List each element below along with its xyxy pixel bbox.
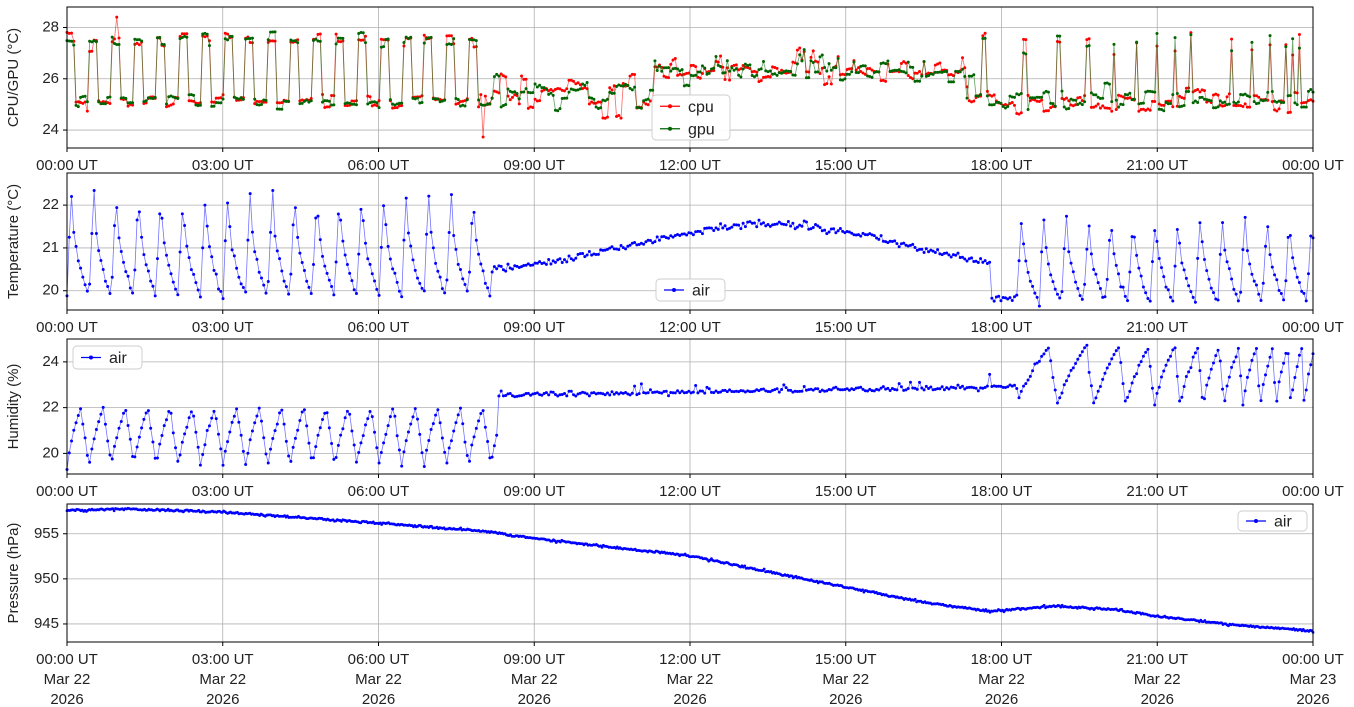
- svg-text:Mar 22: Mar 22: [1134, 671, 1181, 688]
- svg-text:03:00 UT: 03:00 UT: [192, 651, 254, 668]
- svg-text:2026: 2026: [518, 691, 551, 707]
- svg-text:Mar 22: Mar 22: [355, 671, 402, 688]
- svg-text:24: 24: [42, 353, 59, 370]
- svg-text:Mar 23: Mar 23: [1290, 671, 1337, 688]
- svg-text:air: air: [1274, 514, 1292, 531]
- svg-text:00:00 UT: 00:00 UT: [1282, 483, 1344, 500]
- svg-text:00:00 UT: 00:00 UT: [1282, 319, 1344, 336]
- svg-text:Pressure (hPa): Pressure (hPa): [5, 523, 22, 624]
- svg-text:12:00 UT: 12:00 UT: [659, 157, 721, 174]
- svg-text:09:00 UT: 09:00 UT: [503, 319, 565, 336]
- svg-text:Mar 22: Mar 22: [199, 671, 246, 688]
- svg-text:03:00 UT: 03:00 UT: [192, 483, 254, 500]
- svg-text:18:00 UT: 18:00 UT: [971, 651, 1033, 668]
- svg-text:2026: 2026: [362, 691, 395, 707]
- svg-text:21:00 UT: 21:00 UT: [1126, 651, 1188, 668]
- svg-text:20: 20: [42, 444, 59, 461]
- svg-text:Mar 22: Mar 22: [667, 671, 714, 688]
- svg-text:air: air: [692, 283, 710, 300]
- svg-text:21:00 UT: 21:00 UT: [1126, 319, 1188, 336]
- svg-text:2026: 2026: [1141, 691, 1174, 707]
- svg-text:2026: 2026: [50, 691, 83, 707]
- svg-text:21: 21: [42, 239, 59, 256]
- svg-text:15:00 UT: 15:00 UT: [815, 319, 877, 336]
- svg-text:09:00 UT: 09:00 UT: [503, 651, 565, 668]
- svg-text:06:00 UT: 06:00 UT: [348, 483, 410, 500]
- svg-text:18:00 UT: 18:00 UT: [971, 483, 1033, 500]
- svg-text:950: 950: [34, 570, 59, 587]
- svg-text:20: 20: [42, 282, 59, 299]
- svg-text:03:00 UT: 03:00 UT: [192, 157, 254, 174]
- svg-text:15:00 UT: 15:00 UT: [815, 651, 877, 668]
- svg-text:12:00 UT: 12:00 UT: [659, 651, 721, 668]
- svg-text:21:00 UT: 21:00 UT: [1126, 157, 1188, 174]
- svg-text:18:00 UT: 18:00 UT: [971, 157, 1033, 174]
- svg-text:09:00 UT: 09:00 UT: [503, 157, 565, 174]
- svg-text:Mar 22: Mar 22: [511, 671, 558, 688]
- svg-text:2026: 2026: [673, 691, 706, 707]
- svg-text:15:00 UT: 15:00 UT: [815, 157, 877, 174]
- svg-text:2026: 2026: [829, 691, 862, 707]
- svg-text:2026: 2026: [1296, 691, 1329, 707]
- svg-text:12:00 UT: 12:00 UT: [659, 483, 721, 500]
- svg-text:Temperature (°C): Temperature (°C): [5, 184, 22, 299]
- svg-text:18:00 UT: 18:00 UT: [971, 319, 1033, 336]
- svg-text:06:00 UT: 06:00 UT: [348, 651, 410, 668]
- svg-text:2026: 2026: [206, 691, 239, 707]
- svg-text:955: 955: [34, 525, 59, 542]
- svg-text:28: 28: [42, 19, 59, 36]
- svg-text:03:00 UT: 03:00 UT: [192, 319, 254, 336]
- svg-text:00:00 UT: 00:00 UT: [36, 319, 98, 336]
- svg-text:21:00 UT: 21:00 UT: [1126, 483, 1188, 500]
- svg-text:26: 26: [42, 70, 59, 87]
- svg-text:gpu: gpu: [688, 121, 715, 138]
- svg-text:06:00 UT: 06:00 UT: [348, 319, 410, 336]
- svg-text:945: 945: [34, 615, 59, 632]
- svg-text:00:00 UT: 00:00 UT: [1282, 651, 1344, 668]
- svg-text:CPU/GPU (°C): CPU/GPU (°C): [5, 28, 22, 127]
- svg-text:Mar 22: Mar 22: [978, 671, 1025, 688]
- svg-text:Mar 22: Mar 22: [822, 671, 869, 688]
- svg-text:Mar 22: Mar 22: [44, 671, 91, 688]
- svg-text:air: air: [109, 350, 127, 367]
- svg-text:24: 24: [42, 121, 59, 138]
- svg-text:12:00 UT: 12:00 UT: [659, 319, 721, 336]
- svg-text:22: 22: [42, 196, 59, 213]
- svg-text:00:00 UT: 00:00 UT: [36, 157, 98, 174]
- svg-text:06:00 UT: 06:00 UT: [348, 157, 410, 174]
- svg-text:2026: 2026: [985, 691, 1018, 707]
- svg-text:00:00 UT: 00:00 UT: [36, 651, 98, 668]
- svg-text:00:00 UT: 00:00 UT: [1282, 157, 1344, 174]
- svg-text:15:00 UT: 15:00 UT: [815, 483, 877, 500]
- svg-text:22: 22: [42, 399, 59, 416]
- svg-text:00:00 UT: 00:00 UT: [36, 483, 98, 500]
- svg-text:Humidity (%): Humidity (%): [5, 364, 22, 450]
- svg-text:09:00 UT: 09:00 UT: [503, 483, 565, 500]
- svg-text:cpu: cpu: [688, 99, 714, 116]
